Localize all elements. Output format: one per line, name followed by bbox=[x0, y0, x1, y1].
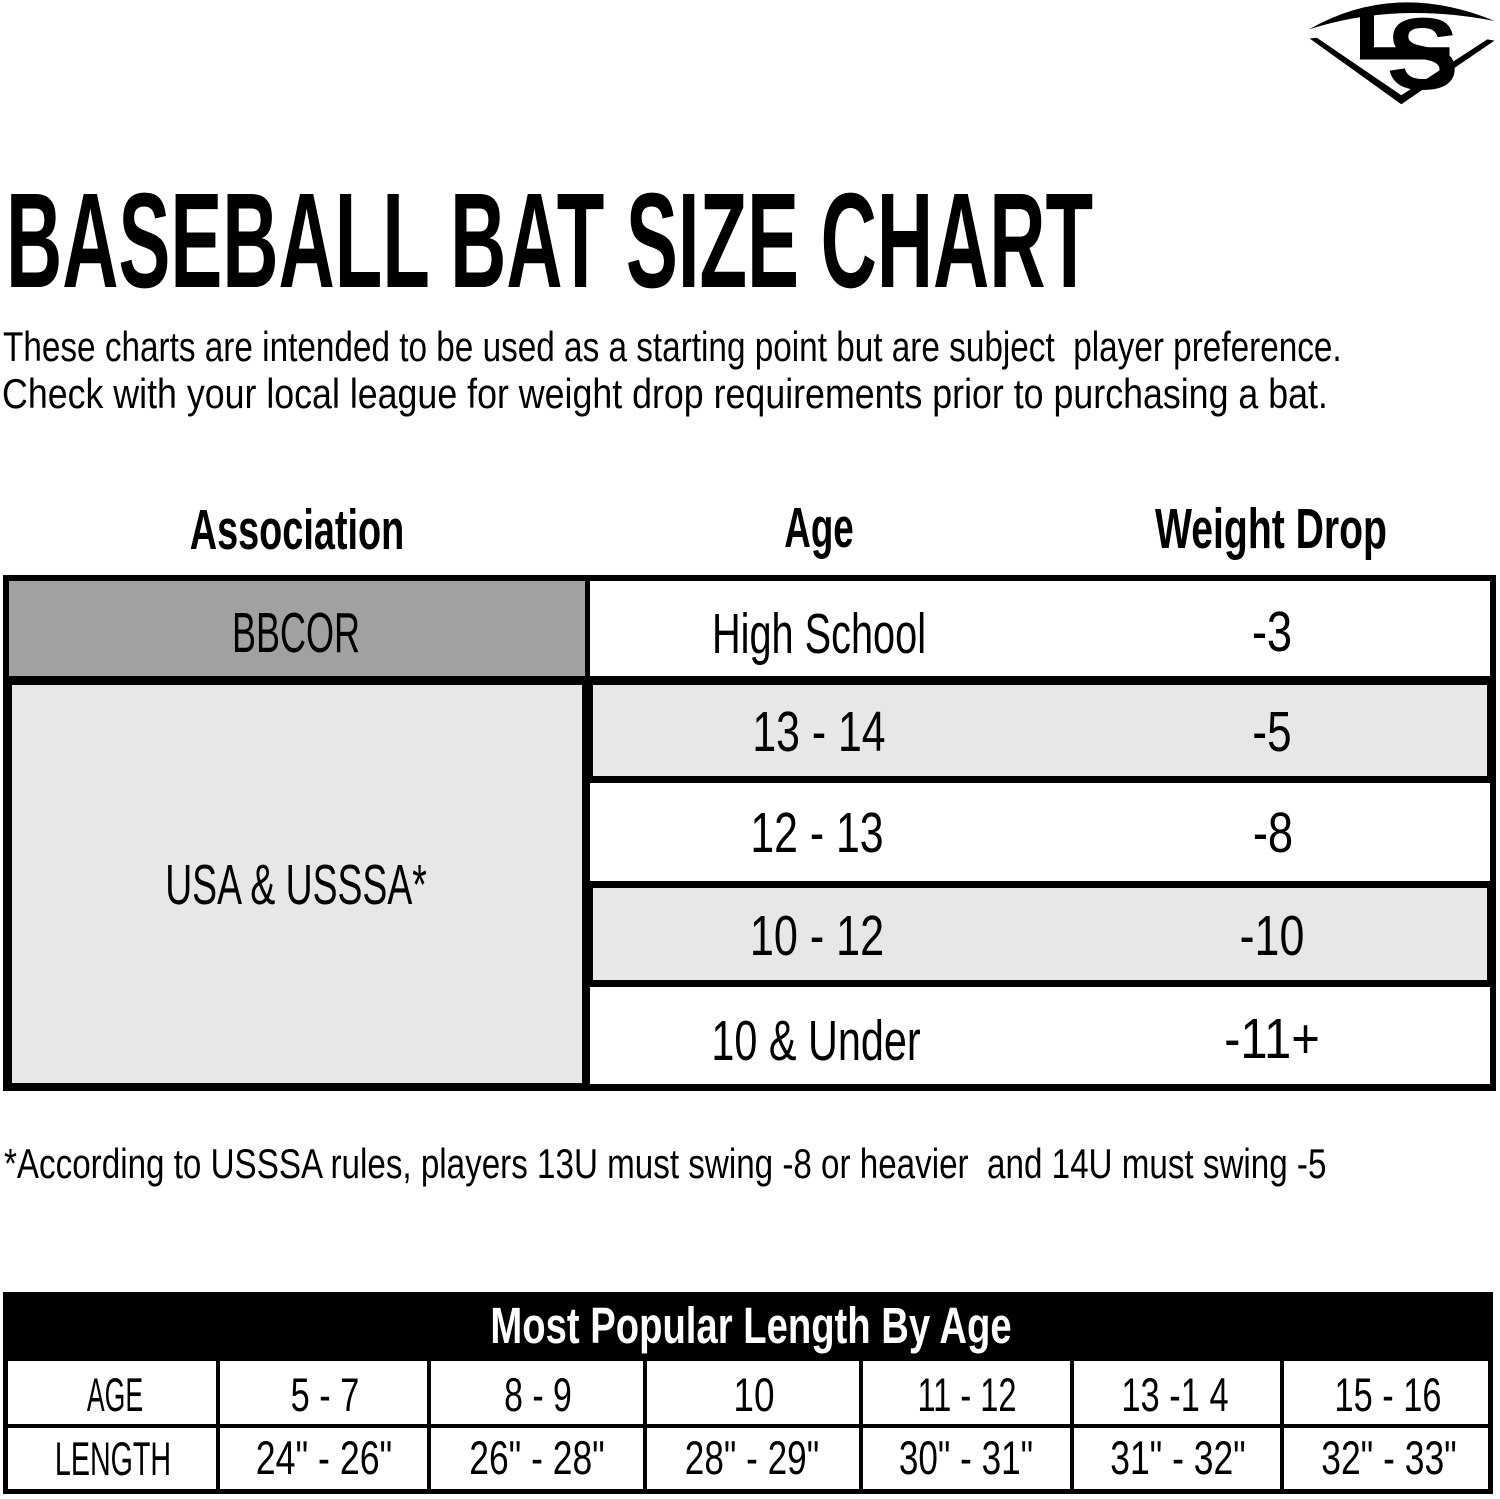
svg-text:S: S bbox=[1387, 0, 1459, 110]
